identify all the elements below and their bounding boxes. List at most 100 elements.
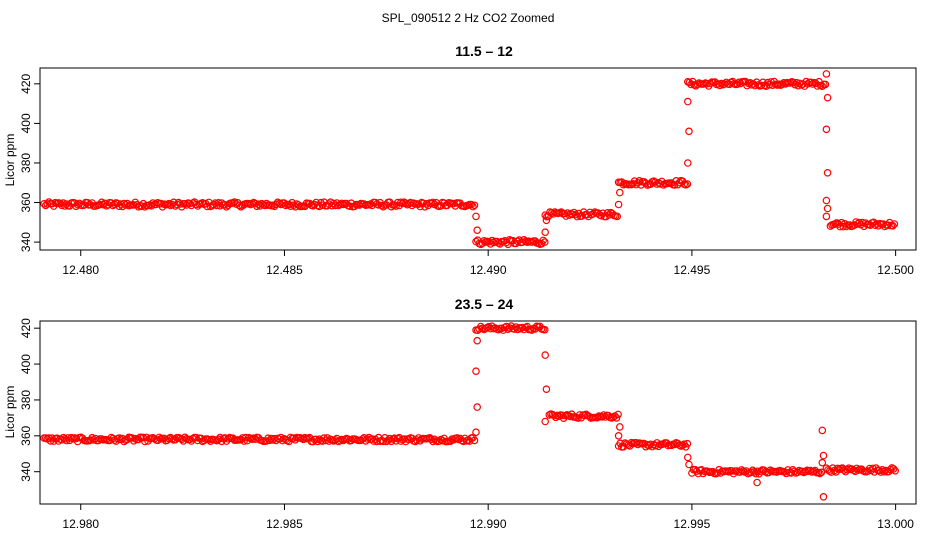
data-point: [429, 198, 437, 207]
panel-1: 11.5 – 12 12.480 12.485 12.490 12.495 12.500…: [3, 43, 917, 277]
data-point: [488, 236, 496, 245]
data-point: [541, 351, 550, 359]
x-tick-label: 12.495: [674, 263, 711, 277]
data-point: [427, 435, 436, 444]
panel-2-x-axis: 12.980 12.985 12.990 12.995 13.000: [62, 504, 914, 531]
data-point: [807, 78, 815, 87]
data-point: [599, 411, 608, 419]
data-point: [473, 336, 482, 345]
data-point: [683, 180, 692, 188]
panel-2-title: 23.5 – 24: [455, 296, 514, 312]
data-point: [753, 478, 761, 487]
data-point: [683, 97, 692, 106]
data-point: [379, 437, 388, 446]
data-point: [683, 453, 692, 462]
y-tick-label: 420: [19, 73, 33, 93]
data-point: [881, 466, 890, 475]
data-point: [480, 237, 488, 245]
data-point: [313, 437, 322, 446]
data-point: [685, 127, 693, 136]
data-point: [822, 70, 831, 78]
data-point: [823, 204, 832, 213]
data-point: [837, 218, 846, 227]
data-point: [363, 435, 372, 443]
data-point: [216, 433, 224, 442]
data-point: [612, 414, 621, 422]
data-point: [853, 220, 862, 228]
data-point: [43, 200, 52, 208]
data-point: [844, 464, 853, 473]
panel-2-y-axis-label: Licor ppm: [3, 386, 17, 439]
data-point: [635, 177, 644, 185]
y-tick-label: 380: [19, 153, 33, 173]
panel-1-y-axis-label: Licor ppm: [3, 134, 17, 187]
data-point: [397, 198, 405, 207]
data-point: [845, 221, 854, 229]
data-point: [540, 238, 549, 246]
data-point: [115, 434, 124, 442]
y-tick-label: 340: [19, 461, 33, 481]
x-tick-label: 12.500: [877, 263, 914, 277]
x-tick-label: 12.485: [266, 263, 303, 277]
y-tick-label: 360: [19, 425, 33, 445]
data-point: [891, 466, 900, 475]
y-tick-label: 400: [19, 113, 33, 133]
data-point: [822, 212, 831, 221]
data-point: [880, 467, 888, 476]
x-tick-label: 12.480: [62, 263, 99, 277]
panel-2: 23.5 – 24 12.980 12.985 12.990 12.995 13.000…: [3, 296, 917, 531]
data-point: [817, 468, 826, 477]
data-point: [603, 209, 612, 217]
data-point: [781, 80, 790, 88]
data-point: [256, 202, 264, 210]
data-point: [823, 169, 832, 177]
data-point: [377, 201, 386, 210]
data-point: [613, 212, 622, 221]
data-point: [392, 202, 400, 210]
data-point: [152, 200, 160, 209]
data-point: [819, 451, 828, 460]
x-tick-label: 12.980: [62, 517, 99, 531]
data-point: [473, 226, 482, 235]
data-point: [852, 464, 861, 473]
x-tick-label: 13.000: [877, 517, 914, 531]
data-point: [467, 200, 476, 209]
data-point: [473, 403, 482, 411]
x-tick-label: 12.995: [674, 517, 711, 531]
data-point: [472, 367, 480, 376]
y-tick-label: 360: [19, 192, 33, 212]
data-point: [823, 93, 832, 102]
data-point: [806, 466, 815, 475]
panel-2-points: [40, 322, 900, 501]
x-tick-label: 12.985: [266, 517, 303, 531]
data-point: [818, 426, 827, 435]
data-point: [818, 458, 827, 467]
figure-title: SPL_090512 2 Hz CO2 Zoomed: [382, 11, 555, 25]
data-point: [819, 492, 828, 501]
y-tick-label: 420: [19, 318, 33, 338]
data-point: [615, 423, 624, 431]
panel-1-points: [40, 70, 899, 249]
panel-1-title: 11.5 – 12: [455, 43, 513, 59]
data-point: [470, 436, 479, 445]
data-point: [165, 199, 173, 208]
data-point: [889, 465, 898, 473]
data-point: [822, 196, 831, 205]
panel-1-x-axis: 12.480 12.485 12.490 12.495 12.500: [62, 250, 914, 277]
data-point: [542, 385, 551, 394]
y-tick-label: 380: [19, 390, 33, 410]
data-point: [67, 433, 76, 442]
data-point: [816, 469, 824, 478]
data-point: [685, 460, 693, 469]
data-point: [888, 222, 897, 230]
data-point: [808, 80, 817, 88]
x-tick-label: 12.490: [470, 263, 507, 277]
data-point: [469, 202, 477, 211]
panel-2-frame: [39, 320, 917, 505]
data-point: [539, 236, 548, 245]
data-point: [821, 80, 830, 89]
data-point: [286, 202, 295, 211]
data-point: [61, 202, 69, 210]
y-tick-label: 400: [19, 354, 33, 374]
data-point: [715, 81, 724, 90]
